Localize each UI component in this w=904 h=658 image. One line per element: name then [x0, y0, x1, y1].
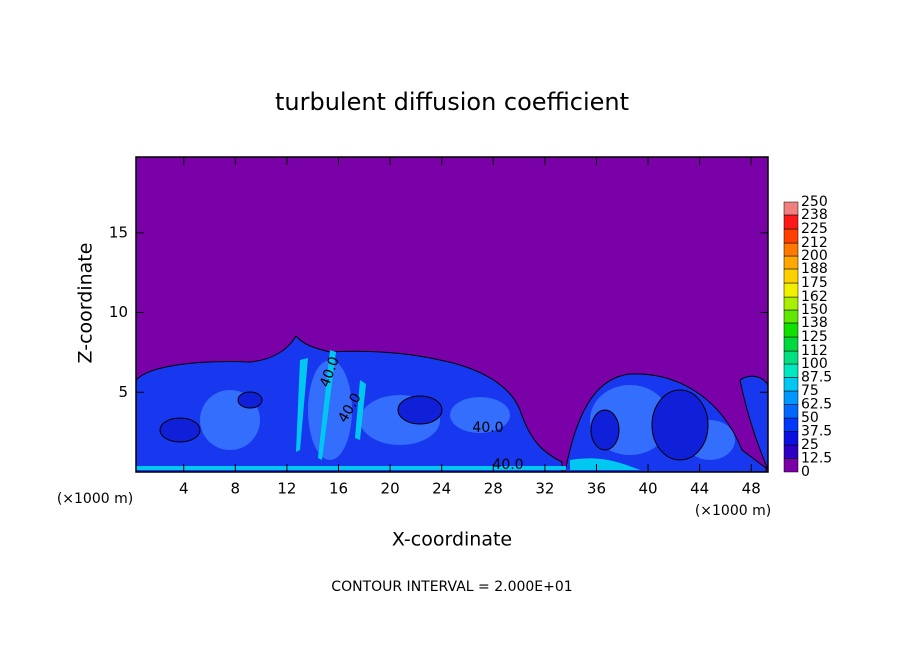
y-axis-title: Z-coordinate — [75, 243, 97, 364]
colorbar-band — [783, 458, 799, 473]
x-tick-label: 36 — [587, 480, 606, 498]
colorbar-band — [783, 255, 799, 270]
colorbar-band — [783, 201, 799, 216]
colorbar-band — [783, 377, 799, 392]
colorbar-label: 50 — [801, 410, 819, 426]
colorbar-label: 225 — [801, 221, 828, 237]
colorbar-label: 25 — [801, 437, 819, 453]
x-tick-label: 28 — [484, 480, 503, 498]
colorbar-label: 238 — [801, 207, 828, 223]
x-tick-label: 24 — [432, 480, 451, 498]
colorbar-label: 0 — [801, 464, 810, 480]
colorbar-band — [783, 417, 799, 432]
colorbar-label: 75 — [801, 383, 819, 399]
plot-frame — [135, 156, 769, 473]
colorbar-band — [783, 336, 799, 352]
x-tick-label: 40 — [639, 480, 658, 498]
x-tick-label: 48 — [742, 480, 761, 498]
colorbar-band — [783, 390, 799, 405]
y-tick-label: 5 — [118, 383, 128, 401]
colorbar-band — [783, 309, 799, 324]
colorbar-band — [783, 214, 799, 230]
colorbar-label: 162 — [801, 289, 828, 305]
colorbar-band — [783, 350, 799, 365]
x-tick-label: 4 — [179, 480, 189, 498]
colorbar-band — [783, 242, 799, 257]
chart-title: turbulent diffusion coefficient — [275, 88, 629, 116]
colorbar-label: 200 — [801, 248, 828, 264]
colorbar-label: 150 — [801, 302, 828, 318]
footer-note: CONTOUR INTERVAL = 2.000E+01 — [331, 579, 572, 595]
x-tick-label: 32 — [535, 480, 554, 498]
colorbar-label: 212 — [801, 235, 828, 251]
contour-label: 40.0 — [472, 420, 503, 436]
colorbar-band — [783, 363, 799, 378]
colorbar-label: 62.5 — [801, 397, 832, 413]
x-tick-label: 16 — [329, 480, 348, 498]
colorbar-band — [783, 282, 799, 298]
colorbar-label: 250 — [801, 194, 828, 210]
colorbar-label: 100 — [801, 356, 828, 372]
colorbar-label: 87.5 — [801, 370, 832, 386]
colorbar-label: 188 — [801, 261, 828, 277]
field — [135, 335, 769, 473]
x-tick-label: 8 — [231, 480, 241, 498]
colorbar-label: 112 — [801, 343, 828, 359]
x-axis-title: X-coordinate — [392, 529, 512, 551]
x-tick-label: 20 — [381, 480, 400, 498]
x-tick-label: 12 — [277, 480, 296, 498]
colorbar-label: 138 — [801, 315, 828, 331]
colorbar-band — [783, 404, 799, 419]
contour-label: 40.0 — [492, 457, 523, 473]
colorbar-band — [783, 228, 799, 244]
colorbar-label: 175 — [801, 275, 828, 291]
colorbar-band — [783, 268, 799, 284]
colorbar-band — [783, 431, 799, 446]
x-unit-left: (×1000 m) — [57, 491, 133, 507]
colorbar-band — [783, 296, 799, 311]
y-tick-label: 15 — [109, 223, 128, 241]
colorbar-label: 37.5 — [801, 424, 832, 440]
colorbar-label: 125 — [801, 329, 828, 345]
colorbar-band — [783, 444, 799, 459]
y-tick-label: 10 — [109, 303, 128, 321]
x-tick-label: 44 — [690, 480, 709, 498]
colorbar-label: 12.5 — [801, 451, 832, 467]
colorbar-band — [783, 322, 799, 338]
x-unit-right: (×1000 m) — [695, 503, 771, 519]
